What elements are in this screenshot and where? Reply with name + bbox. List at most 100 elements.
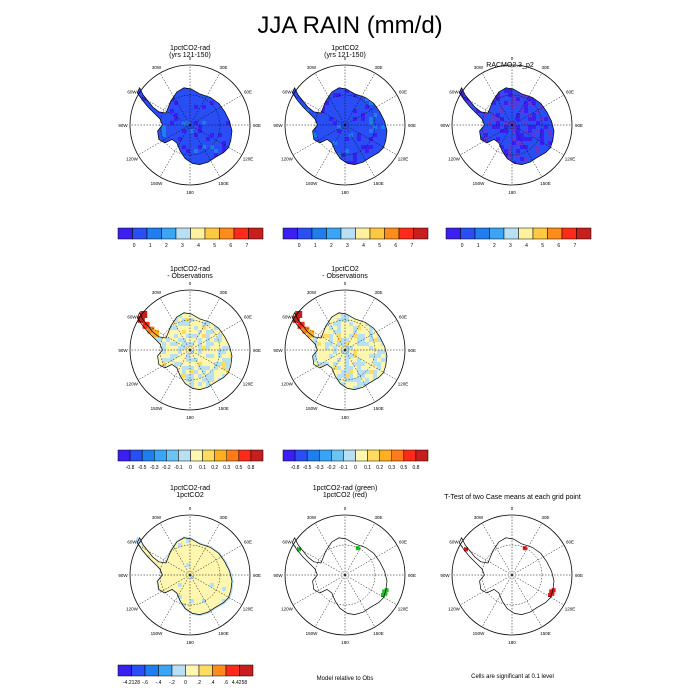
longitude-label: 150W <box>151 406 164 411</box>
grid-cell <box>190 153 195 158</box>
grid-cell <box>198 169 202 173</box>
grid-cell <box>560 169 564 173</box>
grid-cell <box>357 318 362 323</box>
grid-cell <box>520 105 525 110</box>
grid-cell <box>292 350 294 355</box>
grid-cell <box>321 105 326 110</box>
grid-cell <box>512 77 516 81</box>
grid-cell <box>325 362 330 367</box>
grid-cell <box>337 318 342 323</box>
grid-cell <box>373 105 378 110</box>
grid-cell <box>206 181 210 185</box>
grid-cell <box>226 312 231 315</box>
grid-cell <box>146 350 151 355</box>
grid-cell <box>190 77 194 81</box>
grid-cell <box>401 350 405 354</box>
grid-cell <box>226 358 231 363</box>
grid-cell <box>182 318 187 323</box>
grid-cell <box>349 87 354 90</box>
grid-cell <box>500 97 505 102</box>
grid-cell <box>504 109 509 114</box>
grid-cell <box>186 314 191 319</box>
grid-cell <box>381 342 386 347</box>
grid-cell <box>397 326 401 330</box>
grid-cell <box>516 141 521 146</box>
grid-cell <box>377 362 382 367</box>
grid-cell <box>162 623 166 627</box>
grid-cell <box>202 125 207 130</box>
grid-cell <box>504 97 509 102</box>
grid-cell <box>321 378 326 383</box>
grid-cell <box>158 133 163 138</box>
grid-cell <box>317 346 322 351</box>
grid-cell <box>166 133 171 138</box>
grid-cell <box>385 358 387 363</box>
grid-cell <box>206 398 210 402</box>
grid-cell <box>488 129 493 134</box>
grid-cell <box>305 322 310 327</box>
grid-cell <box>365 306 369 310</box>
grid-cell <box>524 121 529 126</box>
grid-cell <box>321 390 325 394</box>
grid-cell <box>309 294 313 298</box>
grid-cell <box>452 149 456 153</box>
grid-cell <box>285 314 289 318</box>
grid-cell <box>142 515 146 519</box>
grid-cell <box>158 89 163 94</box>
grid-cell <box>472 141 477 146</box>
grid-cell <box>500 81 504 85</box>
grid-cell <box>214 318 219 323</box>
grid-cell <box>202 290 206 294</box>
grid-cell <box>238 302 242 306</box>
grid-cell <box>210 81 214 85</box>
grid-cell <box>142 575 147 580</box>
grid-cell <box>210 181 214 185</box>
grid-cell <box>150 615 154 619</box>
grid-cell <box>190 69 194 73</box>
grid-cell <box>357 129 362 134</box>
grid-cell <box>349 354 354 359</box>
grid-cell <box>130 121 134 125</box>
grid-cell <box>138 125 143 130</box>
grid-cell <box>194 161 199 165</box>
grid-cell <box>552 173 556 177</box>
grid-cell <box>146 547 151 552</box>
grid-cell <box>198 145 203 150</box>
grid-cell <box>492 105 497 110</box>
grid-cell <box>293 366 298 371</box>
grid-cell <box>329 302 333 306</box>
grid-cell <box>484 145 489 150</box>
grid-cell <box>130 69 134 73</box>
grid-cell <box>222 322 227 327</box>
grid-cell <box>138 65 142 69</box>
grid-cell <box>162 81 166 85</box>
grid-cell <box>194 97 199 102</box>
grid-cell <box>345 338 350 343</box>
grid-cell <box>218 402 222 406</box>
grid-cell <box>301 101 306 106</box>
grid-cell <box>385 121 387 126</box>
grid-cell <box>349 346 354 351</box>
grid-cell <box>333 93 338 98</box>
grid-cell <box>401 177 405 181</box>
grid-cell <box>222 398 226 402</box>
grid-cell <box>146 583 151 588</box>
grid-cell <box>202 382 207 387</box>
grid-cell <box>301 330 306 335</box>
grid-cell <box>389 386 393 390</box>
grid-cell <box>460 69 464 73</box>
grid-cell <box>349 73 353 77</box>
grid-cell <box>137 583 139 588</box>
grid-cell <box>564 85 568 89</box>
grid-cell <box>524 161 529 165</box>
grid-cell <box>150 342 155 347</box>
grid-cell <box>345 314 350 319</box>
grid-cell <box>130 310 134 314</box>
grid-cell <box>464 97 469 102</box>
grid-cell <box>480 121 485 126</box>
grid-cell <box>389 294 393 298</box>
grid-cell <box>186 294 190 298</box>
grid-cell <box>206 97 211 102</box>
longitude-label: 120E <box>565 157 576 162</box>
grid-cell <box>234 117 238 121</box>
